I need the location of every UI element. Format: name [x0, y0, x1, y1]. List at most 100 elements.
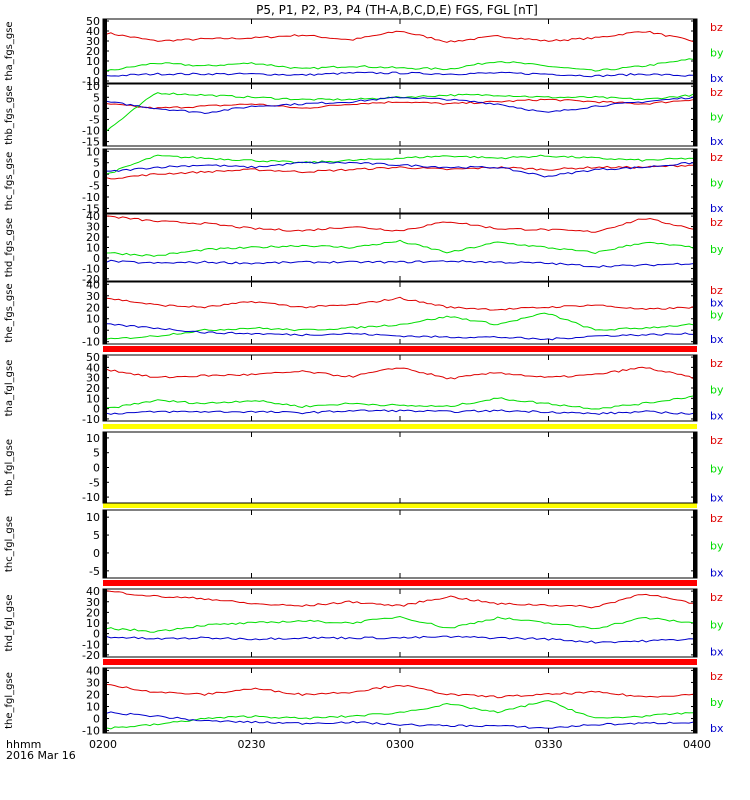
series-line-bz	[106, 30, 694, 43]
panel-right-strip	[693, 282, 697, 344]
series-line-bz	[106, 164, 694, 180]
y-tick-label: 10	[86, 701, 100, 714]
y-tick-label: 10	[86, 313, 100, 326]
y-tick-label: 10	[86, 242, 100, 255]
series-line-bz	[106, 366, 694, 380]
series-line-by	[106, 615, 694, 633]
y-tick-label: 0	[93, 628, 100, 641]
panel-right-strip	[693, 149, 697, 213]
y-tick-label: -10	[82, 191, 100, 204]
series-line-bx	[106, 259, 694, 268]
y-axis-label: thc_fgl_gse	[4, 516, 15, 572]
series-line-bx	[106, 323, 694, 341]
y-axis-label: the_fgs_gse	[4, 283, 15, 342]
y-tick-label: 30	[86, 372, 100, 385]
y-tick-label: 0	[93, 252, 100, 265]
y-tick-label: -10	[82, 336, 100, 349]
panel-frame	[102, 588, 698, 658]
y-tick-label: -5	[89, 476, 100, 489]
y-tick-label: 10	[86, 55, 100, 68]
x-axis-caption-date: 2016 Mar 16	[6, 749, 76, 762]
y-tick-label: 10	[86, 511, 100, 524]
series-line-by	[106, 395, 694, 410]
y-tick-label: 30	[86, 221, 100, 234]
y-tick-label: -10	[82, 725, 100, 738]
x-axis-caption-hhmm: hhmm	[6, 738, 41, 751]
legend-by: by	[710, 463, 724, 476]
y-tick-label: 0	[93, 168, 100, 181]
y-axis-label: tha_fgl_gse	[4, 360, 15, 417]
legend-bz: bz	[710, 86, 723, 99]
panel-thc_fgl_gse: 10 5 0 -5 thc_fgl_gse bz by bx	[4, 509, 724, 580]
legend-by: by	[710, 46, 724, 59]
panel-right-strip	[693, 510, 697, 578]
series-line-bz	[106, 215, 694, 233]
legend-bz: bz	[710, 151, 723, 164]
legend-bz: bz	[710, 216, 723, 229]
legend-bx: bx	[710, 410, 724, 423]
y-axis-label: thc_fgs_gse	[4, 152, 15, 211]
y-axis-label: thb_fgs_gse	[4, 85, 15, 144]
y-tick-label: 10	[86, 392, 100, 405]
y-tick-label: 30	[86, 676, 100, 689]
panel-left-strip	[103, 84, 107, 146]
series-line-bx	[106, 71, 694, 78]
x-tick-label: 0200	[89, 738, 117, 751]
legend-by: by	[710, 309, 724, 322]
series-line-bx	[106, 635, 694, 644]
legend-by: by	[710, 383, 724, 396]
y-tick-label: 5	[93, 447, 100, 460]
x-tick-label: 0230	[238, 738, 266, 751]
y-tick-label: 50	[86, 351, 100, 364]
y-tick-label: 20	[86, 606, 100, 619]
panel-frame	[102, 509, 698, 579]
y-tick-label: 10	[86, 145, 100, 158]
y-tick-label: 30	[86, 596, 100, 609]
legend-bz: bz	[710, 21, 723, 34]
y-tick-label: 40	[86, 664, 100, 677]
series-line-bz	[106, 590, 694, 609]
y-tick-label: 20	[86, 382, 100, 395]
legend-by: by	[710, 696, 724, 709]
x-tick-label: 0400	[683, 738, 711, 751]
series-line-bx	[106, 711, 694, 729]
legend-by: by	[710, 243, 724, 256]
y-tick-label: 50	[86, 15, 100, 28]
indicator-bar-4	[103, 659, 697, 665]
y-tick-label: 0	[93, 462, 100, 475]
y-axis-label: thd_fgs_gse	[4, 218, 15, 277]
y-tick-label: 0	[93, 65, 100, 78]
panel-left-strip	[103, 282, 107, 344]
y-tick-label: 40	[86, 278, 100, 291]
legend-bx: bx	[710, 135, 724, 148]
y-tick-label: -10	[82, 75, 100, 88]
y-tick-label: -10	[82, 491, 100, 504]
y-tick-label: 5	[93, 157, 100, 170]
panel-right-strip	[693, 84, 697, 146]
series-line-bz	[106, 98, 694, 110]
series-line-by	[106, 92, 694, 131]
y-axis-label: thb_fgl_gse	[4, 439, 15, 496]
y-tick-label: -10	[82, 413, 100, 426]
y-tick-label: 0	[93, 403, 100, 416]
legend-bx: bx	[710, 491, 724, 504]
panel-frame	[102, 213, 698, 282]
legend-bx: bx	[710, 202, 724, 215]
y-axis-label: thd_fgl_gse	[4, 595, 15, 652]
y-tick-label: -15	[82, 136, 100, 149]
legend-bz: bz	[710, 357, 723, 370]
y-tick-label: -5	[89, 113, 100, 126]
y-tick-label: 40	[86, 585, 100, 598]
legend-bx: bx	[710, 72, 724, 85]
panel-left-strip	[103, 510, 107, 578]
y-tick-label: 40	[86, 361, 100, 374]
series-line-bx	[106, 96, 694, 115]
